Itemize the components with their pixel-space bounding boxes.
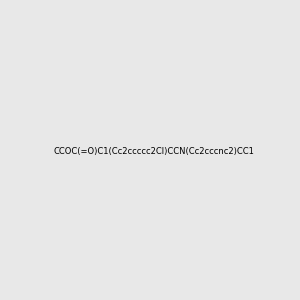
Text: CCOC(=O)C1(Cc2ccccc2Cl)CCN(Cc2cccnc2)CC1: CCOC(=O)C1(Cc2ccccc2Cl)CCN(Cc2cccnc2)CC1 — [53, 147, 254, 156]
